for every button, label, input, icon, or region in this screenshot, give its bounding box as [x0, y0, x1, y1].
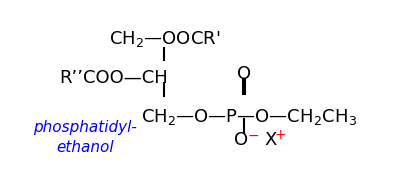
Text: O: O: [234, 131, 248, 149]
Text: CH$_2$—O—P—O—CH$_2$CH$_3$: CH$_2$—O—P—O—CH$_2$CH$_3$: [141, 107, 357, 127]
Text: phosphatidyl-
ethanol: phosphatidyl- ethanol: [34, 120, 137, 155]
Text: +: +: [275, 128, 286, 142]
Text: −: −: [247, 128, 259, 142]
Text: O: O: [237, 65, 251, 83]
Text: R’’COO—CH: R’’COO—CH: [59, 69, 168, 87]
Text: CH$_2$—OOCR': CH$_2$—OOCR': [109, 29, 220, 49]
Text: X: X: [265, 131, 277, 149]
